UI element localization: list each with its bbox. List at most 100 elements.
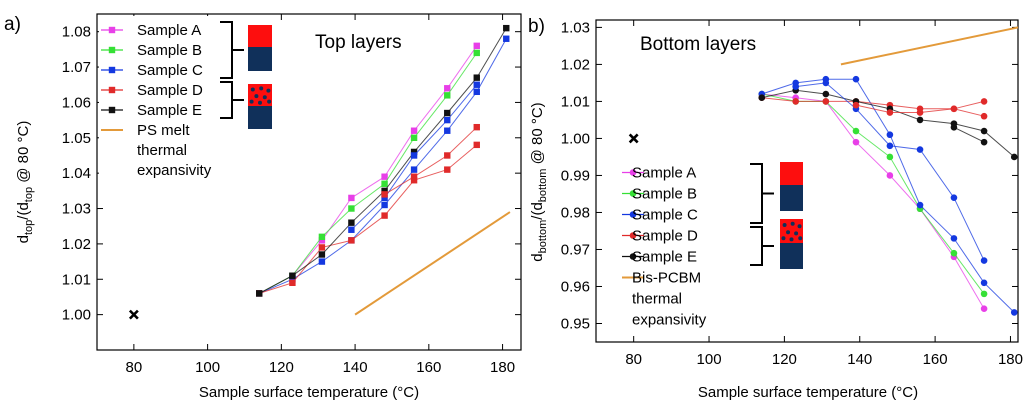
legend-label-sample-e: Sample E (137, 102, 202, 119)
legend-marker (108, 26, 116, 34)
layer-swatch-bottom-navy (248, 47, 272, 71)
data-point (348, 226, 355, 233)
data-point (886, 172, 894, 179)
legend-label-reference: thermal (137, 142, 187, 159)
x-tick-label: 140 (847, 351, 872, 368)
data-point (822, 79, 830, 87)
data-point (410, 134, 418, 141)
data-point (289, 279, 296, 286)
y-tick-label: 1.04 (62, 165, 91, 182)
data-point (318, 233, 326, 241)
data-point (381, 201, 388, 209)
data-point (950, 235, 958, 242)
data-point (381, 173, 388, 180)
data-point (950, 194, 958, 201)
data-point (1010, 309, 1018, 316)
y-tick-label: 0.96 (561, 278, 590, 295)
data-point (822, 98, 830, 105)
layer-swatch-bottom-navy (780, 243, 803, 269)
particle-dot (789, 237, 794, 242)
data-point (473, 88, 480, 96)
legend-marker (108, 106, 116, 114)
legend-marker (629, 211, 637, 218)
particle-dot (250, 87, 255, 92)
particle-dot (798, 236, 803, 241)
data-point (348, 194, 355, 202)
x-tick-label: 180 (998, 351, 1023, 368)
panel-label: b) (528, 16, 545, 37)
data-point (852, 138, 860, 146)
data-point (381, 212, 388, 219)
plot-frame (96, 13, 522, 351)
data-point (1010, 153, 1018, 161)
legend-label-sample-c: Sample C (137, 62, 203, 79)
reference-line (354, 211, 511, 316)
data-point (444, 152, 451, 159)
legend-label-sample-e: Sample E (632, 249, 697, 266)
legend-background (99, 16, 219, 182)
legend-label-sample-c: Sample C (632, 207, 698, 224)
legend-bracket (220, 21, 244, 79)
data-point (792, 98, 799, 105)
y-tick-label: 1.07 (62, 59, 91, 76)
data-point (410, 148, 418, 156)
series-line (384, 126, 478, 195)
data-point (503, 24, 510, 32)
data-point (852, 75, 860, 83)
data-point (381, 194, 388, 202)
data-point (473, 42, 480, 50)
layer-schematics (220, 21, 272, 129)
y-axis-title: dtop/(dtop @ 80 °C) (15, 121, 35, 244)
layer-swatch-bottom-navy (248, 106, 272, 129)
particle-dot (786, 230, 791, 235)
data-point (980, 257, 988, 264)
y-axis-text: d (529, 253, 546, 261)
data-point (348, 219, 355, 226)
data-point (916, 109, 924, 116)
y-tick-label: 0.95 (561, 315, 590, 332)
legend-label-reference: expansivity (632, 312, 707, 329)
series-sample-c (256, 35, 510, 297)
y-axis-subscript: top (23, 187, 35, 202)
data-point (410, 127, 418, 134)
y-axis-text: d (15, 235, 32, 243)
legend: Sample A Sample B Sample C Sample D Sample E… (620, 158, 736, 332)
data-point (980, 127, 988, 135)
y-tick-label: 1.01 (561, 93, 590, 110)
data-point (473, 74, 480, 81)
data-point (410, 173, 418, 180)
series-line (761, 97, 985, 110)
legend-marker (629, 232, 637, 239)
data-point (289, 272, 296, 279)
x-tick-label: 120 (772, 351, 797, 368)
layer-swatch-top-red (248, 25, 272, 47)
y-tick-label: 0.99 (561, 167, 590, 184)
data-point (916, 201, 924, 209)
reference-point-marker (128, 309, 139, 320)
y-axis-subscript: bottom (537, 220, 549, 254)
y-axis-text: /(d (15, 202, 32, 220)
data-point (318, 244, 326, 251)
data-point (852, 127, 860, 135)
chart-panel-a: a) Top layers 80 100 120 140 160 180 1.00 1.01 1.0… (4, 13, 522, 401)
legend-marker (629, 190, 637, 197)
data-point (444, 116, 451, 124)
x-tick-label: 140 (343, 359, 368, 376)
legend-label-sample-b: Sample B (137, 42, 202, 59)
series-line (258, 52, 478, 294)
data-point (444, 109, 451, 117)
x-tick-label: 80 (126, 359, 143, 376)
legend-background (620, 158, 736, 332)
x-tick-label: 100 (697, 351, 722, 368)
legend-label-reference: PS melt (137, 122, 190, 139)
legend-marker (629, 253, 637, 260)
x-tick-label: 100 (195, 359, 220, 376)
data-point (473, 49, 480, 57)
panel-label: a) (4, 14, 21, 35)
data-point (444, 85, 451, 92)
data-point (289, 276, 296, 283)
legend-label-sample-d: Sample D (137, 82, 203, 99)
y-tick-label: 1.01 (62, 271, 91, 288)
particle-dot (781, 236, 786, 241)
x-axis-title: Sample surface temperature (°C) (698, 384, 918, 401)
